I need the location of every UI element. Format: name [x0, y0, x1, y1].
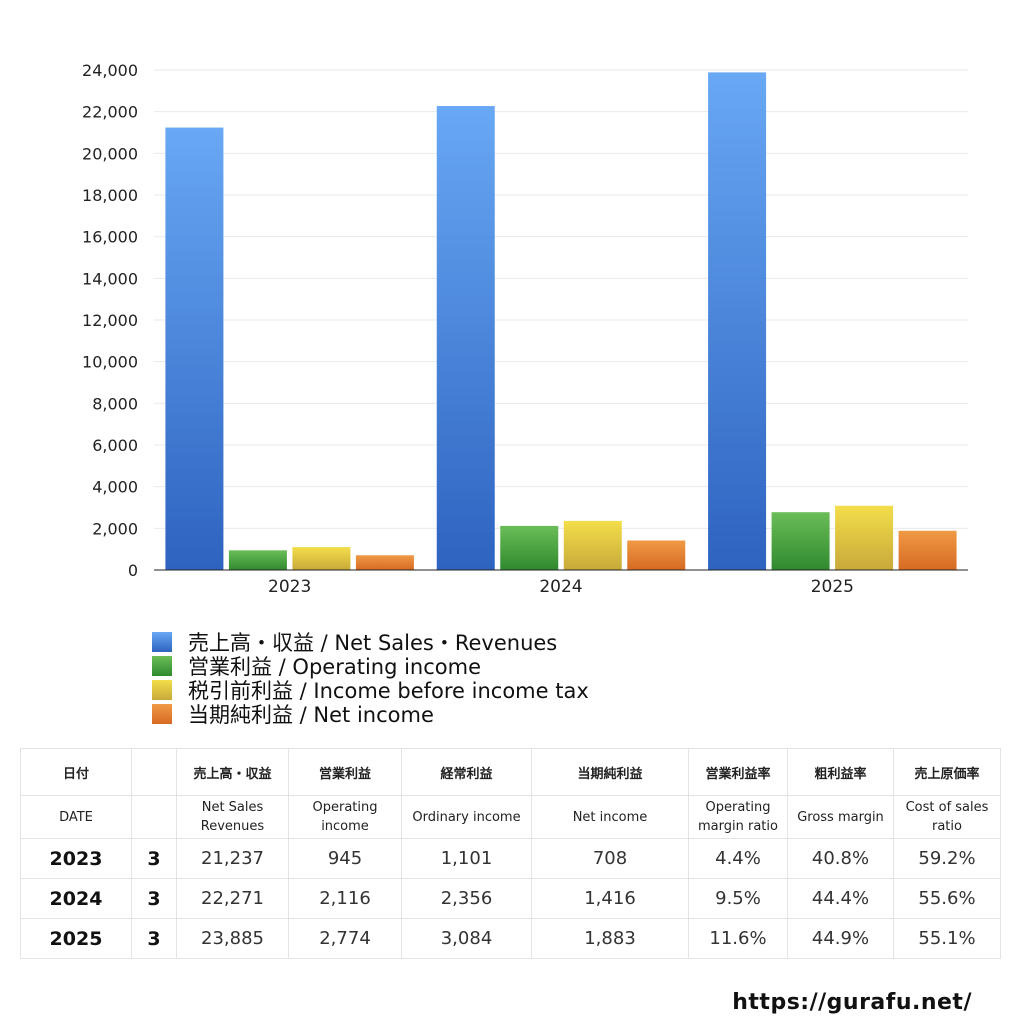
header-cell: DATE [20, 795, 132, 839]
legend-swatch-operating-income [152, 656, 172, 676]
header-cell: Ordinary income [401, 795, 532, 839]
bar-2024-series-1 [500, 525, 559, 570]
header-cell: Net Sales Revenues [176, 795, 289, 839]
cell-net-income: 708 [531, 838, 689, 879]
x-tick-label: 2023 [268, 577, 311, 597]
legend-label: 営業利益 / Operating income [188, 655, 482, 679]
y-tick-label: 22,000 [82, 103, 138, 122]
y-tick-label: 20,000 [82, 144, 138, 163]
bar-2024-series-0 [436, 106, 495, 570]
table-header-jp: 日付 売上高・収益 営業利益 経常利益 当期純利益 営業利益率 粗利益率 売上原… [20, 748, 1001, 796]
cell-net-income: 1,883 [531, 918, 689, 959]
legend-label: 当期純利益 / Net income [188, 703, 434, 727]
table-row: 2023 3 21,237 945 1,101 708 4.4% 40.8% 5… [20, 838, 1001, 879]
legend-swatch-income-before-tax [152, 680, 172, 700]
bar-2025-series-1 [771, 512, 830, 570]
y-tick-label: 10,000 [82, 353, 138, 372]
cell-net-income: 1,416 [531, 878, 689, 919]
table-row: 2024 3 22,271 2,116 2,356 1,416 9.5% 44.… [20, 878, 1001, 919]
header-cell: 売上原価率 [893, 748, 1001, 796]
bar-2024-series-2 [563, 520, 622, 570]
header-cell: Operating income [288, 795, 402, 839]
legend-item: 税引前利益 / Income before income tax [152, 678, 589, 703]
y-tick-label: 6,000 [92, 436, 138, 455]
site-url[interactable]: https://gurafu.net/ [732, 990, 972, 1015]
cell-operating-margin: 4.4% [688, 838, 788, 879]
legend-swatch-net-income [152, 704, 172, 724]
cell-ordinary-income: 3,084 [401, 918, 532, 959]
cell-gross-margin: 44.9% [787, 918, 894, 959]
cell-year: 2025 [20, 918, 132, 959]
header-cell: Gross margin [787, 795, 894, 839]
legend-item: 営業利益 / Operating income [152, 654, 589, 679]
bars [165, 72, 957, 570]
cell-cost-of-sales-ratio: 59.2% [893, 838, 1001, 879]
cell-month: 3 [131, 918, 177, 959]
bar-2025-series-3 [898, 530, 957, 570]
cell-gross-margin: 44.4% [787, 878, 894, 919]
grid-lines [154, 69, 968, 529]
financial-data-table: 日付 売上高・収益 営業利益 経常利益 当期純利益 営業利益率 粗利益率 売上原… [20, 748, 1001, 959]
header-cell: Net income [531, 795, 689, 839]
y-tick-label: 16,000 [82, 228, 138, 247]
bar-2025-series-0 [708, 72, 767, 570]
legend-item: 売上高・収益 / Net Sales・Revenues [152, 630, 589, 655]
x-tick-label: 2024 [539, 577, 582, 597]
y-tick-label: 24,000 [82, 61, 138, 80]
cell-cost-of-sales-ratio: 55.6% [893, 878, 1001, 919]
legend-label: 税引前利益 / Income before income tax [188, 679, 589, 703]
header-cell: 経常利益 [401, 748, 532, 796]
y-tick-label: 0 [128, 561, 138, 580]
y-tick-label: 18,000 [82, 186, 138, 205]
cell-year: 2023 [20, 838, 132, 879]
cell-month: 3 [131, 838, 177, 879]
y-axis-ticks: 0 2,000 4,000 6,000 8,000 10,000 12,000 14,000 1… [82, 61, 138, 580]
bar-2024-series-3 [627, 540, 686, 570]
cell-gross-margin: 40.8% [787, 838, 894, 879]
legend-swatch-net-sales [152, 632, 172, 652]
cell-operating-income: 945 [288, 838, 402, 879]
cell-operating-income: 2,774 [288, 918, 402, 959]
cell-net-sales: 22,271 [176, 878, 289, 919]
cell-ordinary-income: 2,356 [401, 878, 532, 919]
cell-net-sales: 21,237 [176, 838, 289, 879]
cell-cost-of-sales-ratio: 55.1% [893, 918, 1001, 959]
header-cell: 営業利益率 [688, 748, 788, 796]
y-tick-label: 4,000 [92, 478, 138, 497]
header-cell [131, 795, 177, 839]
y-tick-label: 8,000 [92, 394, 138, 413]
cell-operating-margin: 9.5% [688, 878, 788, 919]
y-tick-label: 14,000 [82, 269, 138, 288]
y-tick-label: 2,000 [92, 519, 138, 538]
cell-month: 3 [131, 878, 177, 919]
table-header-en: DATE Net Sales Revenues Operating income… [20, 795, 1001, 839]
bar-2023-series-1 [228, 550, 287, 570]
header-cell: 粗利益率 [787, 748, 894, 796]
bar-2023-series-2 [292, 547, 351, 570]
header-cell: 日付 [20, 748, 132, 796]
cell-year: 2024 [20, 878, 132, 919]
y-tick-label: 12,000 [82, 311, 138, 330]
header-cell [131, 748, 177, 796]
header-cell: 当期純利益 [531, 748, 689, 796]
legend-label: 売上高・収益 / Net Sales・Revenues [188, 631, 558, 655]
bar-2025-series-2 [835, 505, 894, 570]
header-cell: Cost of sales ratio [893, 795, 1001, 839]
x-axis-ticks: 2023 2024 2025 [268, 577, 854, 597]
cell-operating-income: 2,116 [288, 878, 402, 919]
bar-2023-series-3 [355, 555, 414, 570]
table-row: 2025 3 23,885 2,774 3,084 1,883 11.6% 44… [20, 918, 1001, 959]
bar-chart: 0 2,000 4,000 6,000 8,000 10,000 12,000 14,000 1… [82, 61, 968, 597]
cell-ordinary-income: 1,101 [401, 838, 532, 879]
header-cell: Operating margin ratio [688, 795, 788, 839]
cell-operating-margin: 11.6% [688, 918, 788, 959]
header-cell: 売上高・収益 [176, 748, 289, 796]
header-cell: 営業利益 [288, 748, 402, 796]
bar-2023-series-0 [165, 127, 224, 570]
legend-item: 当期純利益 / Net income [152, 702, 589, 727]
cell-net-sales: 23,885 [176, 918, 289, 959]
x-tick-label: 2025 [811, 577, 854, 597]
legend: 売上高・収益 / Net Sales・Revenues 営業利益 / Opera… [152, 630, 589, 727]
